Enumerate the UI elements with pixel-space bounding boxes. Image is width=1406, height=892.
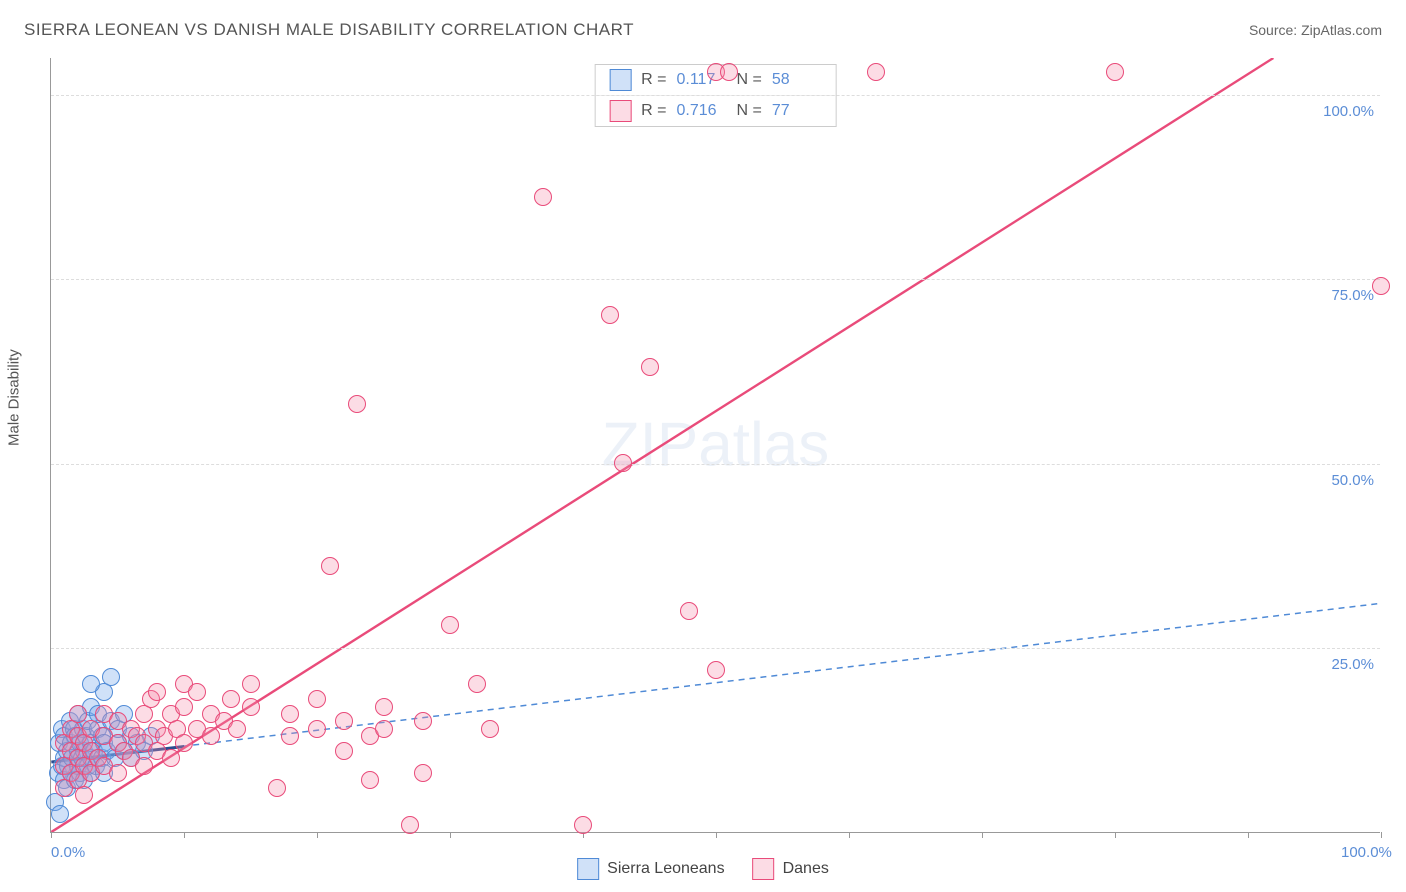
scatter-point (281, 705, 299, 723)
gridline-h (51, 648, 1380, 649)
scatter-point (375, 698, 393, 716)
x-tick (450, 832, 451, 838)
y-tick-label: 75.0% (1331, 287, 1374, 304)
source-credit: Source: ZipAtlas.com (1249, 22, 1382, 38)
legend-stat-row: R = 0.716 N = 77 (595, 95, 836, 126)
scatter-point (414, 712, 432, 730)
y-tick-label: 50.0% (1331, 472, 1374, 489)
scatter-point (534, 188, 552, 206)
x-tick (1115, 832, 1116, 838)
scatter-point (268, 779, 286, 797)
scatter-point (641, 358, 659, 376)
scatter-point (75, 786, 93, 804)
y-tick-label: 25.0% (1331, 656, 1374, 673)
scatter-point (188, 683, 206, 701)
legend-swatch (577, 858, 599, 880)
x-tick (849, 832, 850, 838)
scatter-point (175, 734, 193, 752)
x-tick (1248, 832, 1249, 838)
scatter-point (1372, 277, 1390, 295)
legend-swatch (609, 100, 631, 122)
chart-title: SIERRA LEONEAN VS DANISH MALE DISABILITY… (24, 20, 634, 40)
legend-item: Danes (753, 858, 829, 880)
scatter-point (601, 306, 619, 324)
scatter-point (574, 816, 592, 834)
scatter-point (401, 816, 419, 834)
watermark: ZIPatlas (602, 410, 829, 481)
scatter-point (680, 602, 698, 620)
legend-bottom: Sierra Leoneans Danes (577, 858, 829, 880)
y-tick-label: 100.0% (1323, 103, 1374, 120)
x-tick-label: 100.0% (1341, 844, 1392, 861)
scatter-point (228, 720, 246, 738)
scatter-point (375, 720, 393, 738)
scatter-point (348, 395, 366, 413)
scatter-point (135, 757, 153, 775)
legend-swatch (609, 69, 631, 91)
scatter-point (109, 764, 127, 782)
scatter-point (335, 742, 353, 760)
scatter-point (69, 705, 87, 723)
legend-swatch (753, 858, 775, 880)
x-tick (716, 832, 717, 838)
x-tick (982, 832, 983, 838)
scatter-point (614, 454, 632, 472)
gridline-h (51, 464, 1380, 465)
scatter-point (242, 675, 260, 693)
scatter-point (175, 698, 193, 716)
y-axis-label: Male Disability (6, 349, 23, 446)
x-tick (317, 832, 318, 838)
scatter-point (707, 661, 725, 679)
scatter-point (720, 63, 738, 81)
scatter-point (441, 616, 459, 634)
x-tick (51, 832, 52, 838)
scatter-point (308, 690, 326, 708)
trend-lines-layer (51, 58, 1380, 832)
legend-label: Danes (783, 860, 829, 878)
scatter-point (481, 720, 499, 738)
legend-n-label: N = (737, 102, 762, 120)
scatter-point (162, 749, 180, 767)
scatter-point (867, 63, 885, 81)
scatter-point (361, 771, 379, 789)
legend-r-label: R = (641, 71, 666, 89)
plot-area: ZIPatlas R = 0.117N = 58R = 0.716N = 77 … (50, 58, 1380, 833)
scatter-point (242, 698, 260, 716)
legend-item: Sierra Leoneans (577, 858, 724, 880)
scatter-point (148, 683, 166, 701)
gridline-h (51, 279, 1380, 280)
legend-label: Sierra Leoneans (607, 860, 724, 878)
scatter-point (308, 720, 326, 738)
gridline-h (51, 95, 1380, 96)
trend-line (51, 58, 1273, 832)
scatter-point (222, 690, 240, 708)
x-tick (184, 832, 185, 838)
scatter-point (335, 712, 353, 730)
legend-n-label: N = (737, 71, 762, 89)
legend-n-value: 77 (772, 102, 822, 120)
legend-r-label: R = (641, 102, 666, 120)
scatter-point (51, 805, 69, 823)
x-tick (1381, 832, 1382, 838)
scatter-point (102, 668, 120, 686)
legend-n-value: 58 (772, 71, 822, 89)
scatter-point (1106, 63, 1124, 81)
x-tick-label: 0.0% (51, 844, 85, 861)
legend-r-value: 0.716 (677, 102, 727, 120)
scatter-point (414, 764, 432, 782)
scatter-point (321, 557, 339, 575)
scatter-point (468, 675, 486, 693)
scatter-point (82, 675, 100, 693)
scatter-point (202, 727, 220, 745)
scatter-point (281, 727, 299, 745)
